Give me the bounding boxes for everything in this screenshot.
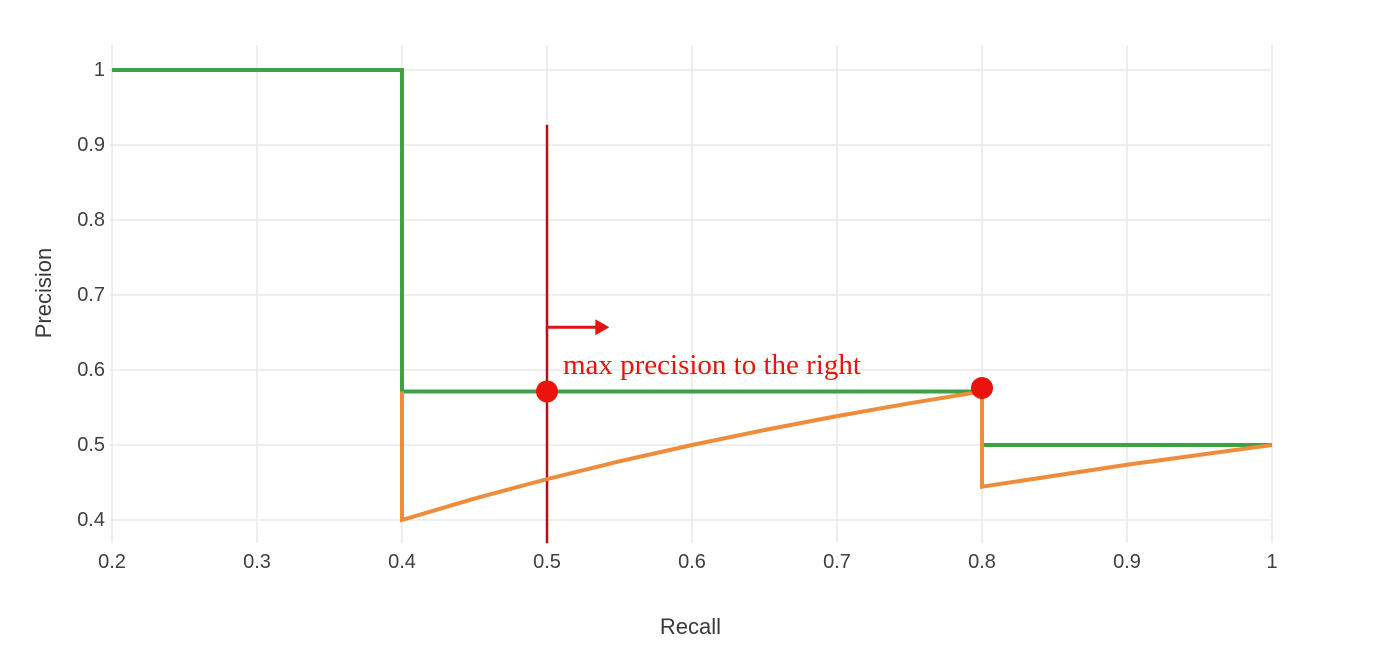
raw-precision-line — [400, 389, 1273, 523]
y-tick-label: 0.9 — [77, 134, 105, 156]
y-tick-label: 0.7 — [77, 284, 105, 306]
annotation-max-precision-label: max precision to the right — [562, 349, 861, 381]
max-precision-marker — [536, 380, 558, 403]
x-tick-label: 0.4 — [388, 551, 416, 573]
y-tick-label: 0.6 — [77, 359, 105, 381]
right-arrow-head — [595, 319, 610, 336]
x-tick-label: 0.5 — [533, 551, 561, 573]
y-tick-label: 0.4 — [77, 509, 105, 531]
max-precision-marker — [971, 377, 993, 399]
y-tick-label: 0.8 — [77, 209, 105, 231]
x-tick-label: 0.7 — [823, 551, 851, 573]
x-tick-label: 0.8 — [968, 551, 996, 573]
x-tick-label: 0.6 — [678, 551, 706, 573]
x-tick-label: 0.3 — [243, 551, 271, 573]
x-tick-label: 0.9 — [1113, 551, 1141, 573]
interpolated-precision-line — [112, 68, 1272, 447]
x-tick-label: 1 — [1266, 551, 1278, 573]
x-axis-title: Recall — [659, 614, 722, 639]
y-tick-label: 0.5 — [77, 434, 105, 456]
x-tick-label: 0.2 — [98, 551, 126, 573]
y-tick-label: 1 — [93, 59, 105, 81]
